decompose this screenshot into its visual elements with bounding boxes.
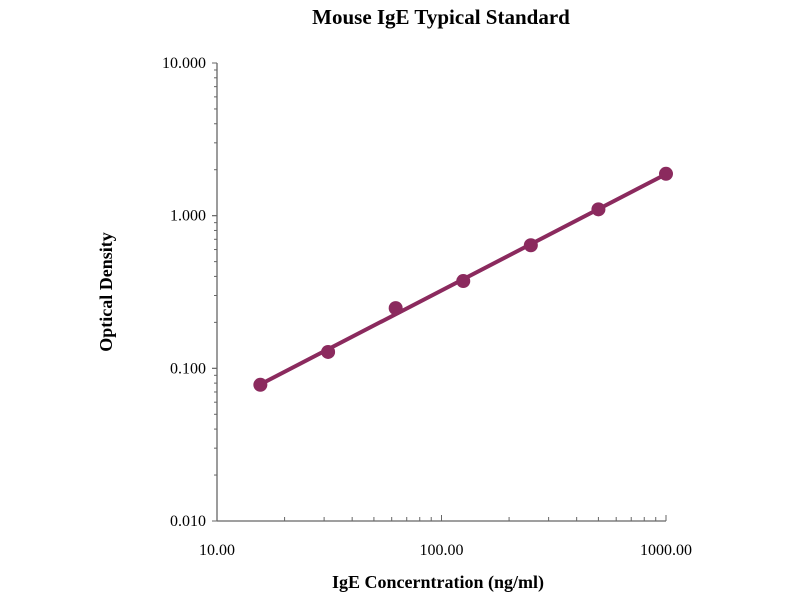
tick-labels: 0.010 0.100 1.000 10.000 10.00 100.00 1000.00 (162, 55, 692, 559)
y-tick-label: 0.010 (170, 513, 206, 530)
data-point (659, 166, 673, 181)
data-point (388, 301, 403, 316)
y-tick-label: 0.100 (170, 360, 206, 377)
x-tick-label: 1000.00 (640, 542, 692, 559)
axes (212, 62, 667, 522)
x-tick-label: 10.00 (199, 542, 235, 559)
data-point (321, 344, 336, 359)
y-tick-label: 1.000 (170, 208, 206, 225)
x-tick-label: 100.00 (420, 542, 464, 559)
x-axis-label: IgE Concerntration (ng/ml) (332, 572, 544, 593)
data-point (456, 274, 471, 289)
data-point (253, 377, 268, 392)
data-point (523, 238, 538, 253)
data-point (591, 202, 606, 217)
data-marks (253, 166, 673, 392)
y-tick-label: 10.000 (162, 55, 206, 72)
chart-title: Mouse IgE Typical Standard (312, 5, 570, 29)
y-axis-label: Optical Density (96, 232, 116, 352)
